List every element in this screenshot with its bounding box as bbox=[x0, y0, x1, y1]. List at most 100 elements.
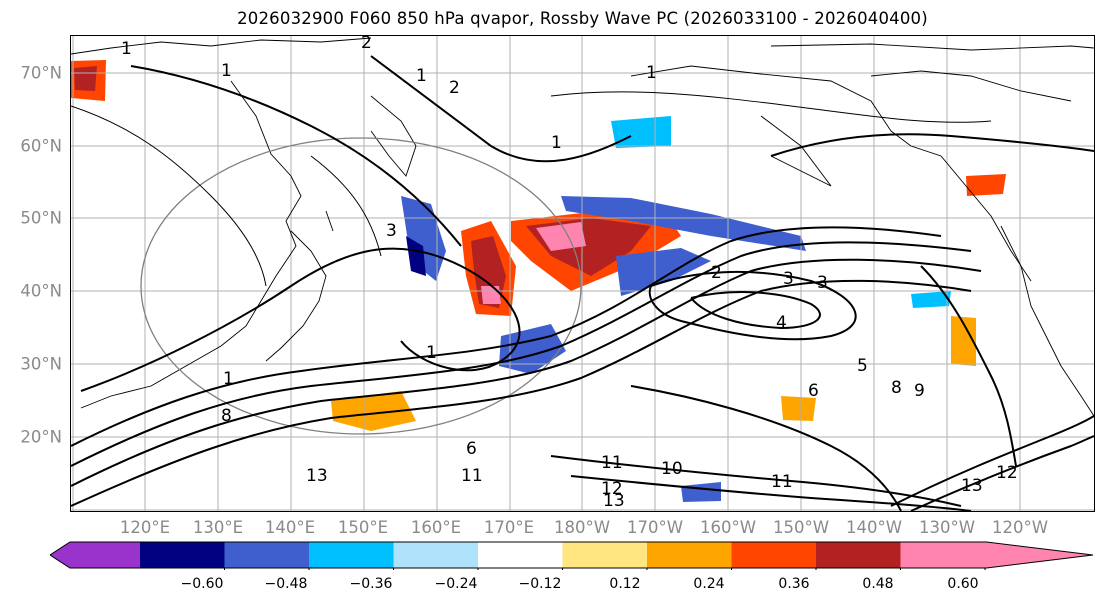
colorbar-tick-label: 0.48 bbox=[862, 576, 894, 592]
anomaly-patch bbox=[74, 66, 97, 91]
rossby-wave-region-outline bbox=[140, 137, 582, 435]
contour bbox=[550, 91, 992, 123]
colorbar-tick-label: −0.36 bbox=[349, 576, 393, 592]
contour-label: 1 bbox=[646, 63, 657, 83]
contour-label: 1 bbox=[121, 39, 132, 59]
lon-label: 170°E bbox=[483, 518, 535, 537]
colorbar-tick-label: 0.24 bbox=[693, 576, 725, 592]
colorbar-tick-label: −0.24 bbox=[434, 576, 478, 592]
colorbar-segment bbox=[478, 542, 563, 568]
contour bbox=[71, 241, 972, 467]
coastline-japan bbox=[265, 210, 334, 362]
contour-label: 1 bbox=[551, 133, 562, 153]
colorbar-segment bbox=[816, 542, 901, 568]
colorbar-tick-label: 0.60 bbox=[947, 576, 979, 592]
map-title: 2026032900 F060 850 hPa qvapor, Rossby W… bbox=[237, 9, 928, 28]
contour-label: 2 bbox=[449, 78, 460, 98]
lat-label: 60°N bbox=[20, 136, 62, 156]
contour bbox=[648, 270, 857, 341]
contour-label: 2 bbox=[711, 263, 722, 283]
contour bbox=[770, 133, 1094, 157]
coastline-canada bbox=[770, 43, 1094, 102]
contour-label: 8 bbox=[221, 406, 232, 426]
colorbar-segment bbox=[224, 542, 310, 568]
lat-label: 30°N bbox=[20, 354, 62, 374]
anomaly-patch bbox=[406, 236, 426, 276]
contour bbox=[310, 155, 382, 257]
contour-label: 12 bbox=[601, 479, 623, 499]
lon-label: 160°E bbox=[410, 518, 462, 537]
coastline-asia bbox=[71, 37, 372, 409]
contour-label: 11 bbox=[601, 453, 623, 473]
anomaly-patch bbox=[611, 116, 671, 148]
contour-label: 5 bbox=[857, 356, 868, 376]
coastline-kamchatka bbox=[370, 95, 417, 177]
lon-label: 150°W bbox=[772, 518, 830, 537]
contour-label: 4 bbox=[776, 313, 787, 333]
contour-label: 3 bbox=[817, 273, 828, 293]
contour-label: 11 bbox=[771, 472, 793, 492]
contour-label: 2 bbox=[361, 36, 372, 53]
contour bbox=[570, 475, 972, 511]
anomaly-patch bbox=[481, 286, 501, 304]
anomaly-patch bbox=[911, 291, 951, 308]
colorbar bbox=[50, 541, 1094, 570]
contour-label: 6 bbox=[466, 439, 477, 459]
anomaly-patch bbox=[536, 222, 586, 251]
contour bbox=[550, 455, 962, 507]
contour-label: 11 bbox=[461, 466, 483, 486]
map-panel: 1 1 1 1 1 1 1 2 2 2 3 3 3 4 5 6 6 8 8 9 10 11 11 11 12 12 13 13 13 bbox=[71, 36, 1094, 511]
contour bbox=[71, 279, 972, 507]
colorbar-tick-label: −0.12 bbox=[518, 576, 562, 592]
coastline-north-america-west bbox=[1000, 225, 1094, 417]
contour-label: 13 bbox=[961, 476, 983, 496]
contour bbox=[80, 247, 521, 392]
contour bbox=[71, 258, 982, 487]
contour-label: 1 bbox=[221, 61, 232, 81]
contour-lines-thin bbox=[71, 91, 992, 287]
anomaly-patch bbox=[966, 174, 1006, 196]
contour bbox=[630, 385, 902, 511]
colorbar-extend-min bbox=[50, 542, 140, 568]
contour-label: 1 bbox=[416, 66, 427, 86]
colorbar-tick-label: 0.12 bbox=[609, 576, 641, 592]
anomaly-patch bbox=[331, 391, 416, 431]
colorbar-tick-label: −0.60 bbox=[180, 576, 224, 592]
colorbar-segment bbox=[562, 542, 648, 568]
colorbar-extend-max bbox=[900, 542, 1093, 568]
lat-label: 40°N bbox=[20, 281, 62, 301]
lon-label: 180°W bbox=[553, 518, 611, 537]
lon-label: 120°E bbox=[119, 518, 171, 537]
lon-label: 160°W bbox=[699, 518, 757, 537]
contour-label: 13 bbox=[603, 491, 625, 511]
contour bbox=[71, 226, 942, 447]
contour bbox=[370, 55, 632, 163]
contour-label: 3 bbox=[386, 221, 397, 241]
graticule bbox=[71, 36, 1094, 511]
contour-label: 9 bbox=[914, 381, 925, 401]
contour-label: 13 bbox=[306, 466, 328, 486]
lon-label: 130°E bbox=[192, 518, 244, 537]
anomaly-patch bbox=[781, 396, 816, 421]
colorbar-tick-label: −0.48 bbox=[264, 576, 308, 592]
contour bbox=[910, 435, 1094, 511]
lat-label: 50°N bbox=[20, 208, 62, 228]
contour bbox=[890, 415, 1094, 507]
coastlines bbox=[71, 37, 1094, 417]
colorbar-segment bbox=[393, 542, 479, 568]
colorbar-segment bbox=[647, 542, 732, 568]
lon-label: 150°E bbox=[337, 518, 389, 537]
anomaly-patch bbox=[616, 248, 711, 296]
anomaly-patch bbox=[951, 316, 976, 366]
coastline-alaska bbox=[630, 65, 1032, 282]
colorbar-segment bbox=[140, 542, 225, 568]
contour-label: 1 bbox=[223, 369, 234, 389]
contour-label: 3 bbox=[783, 269, 794, 289]
contour-label: 10 bbox=[661, 459, 683, 479]
lat-label: 20°N bbox=[20, 427, 62, 447]
colorbar-segment bbox=[309, 542, 394, 568]
contour bbox=[130, 65, 462, 247]
contour bbox=[920, 265, 1017, 467]
